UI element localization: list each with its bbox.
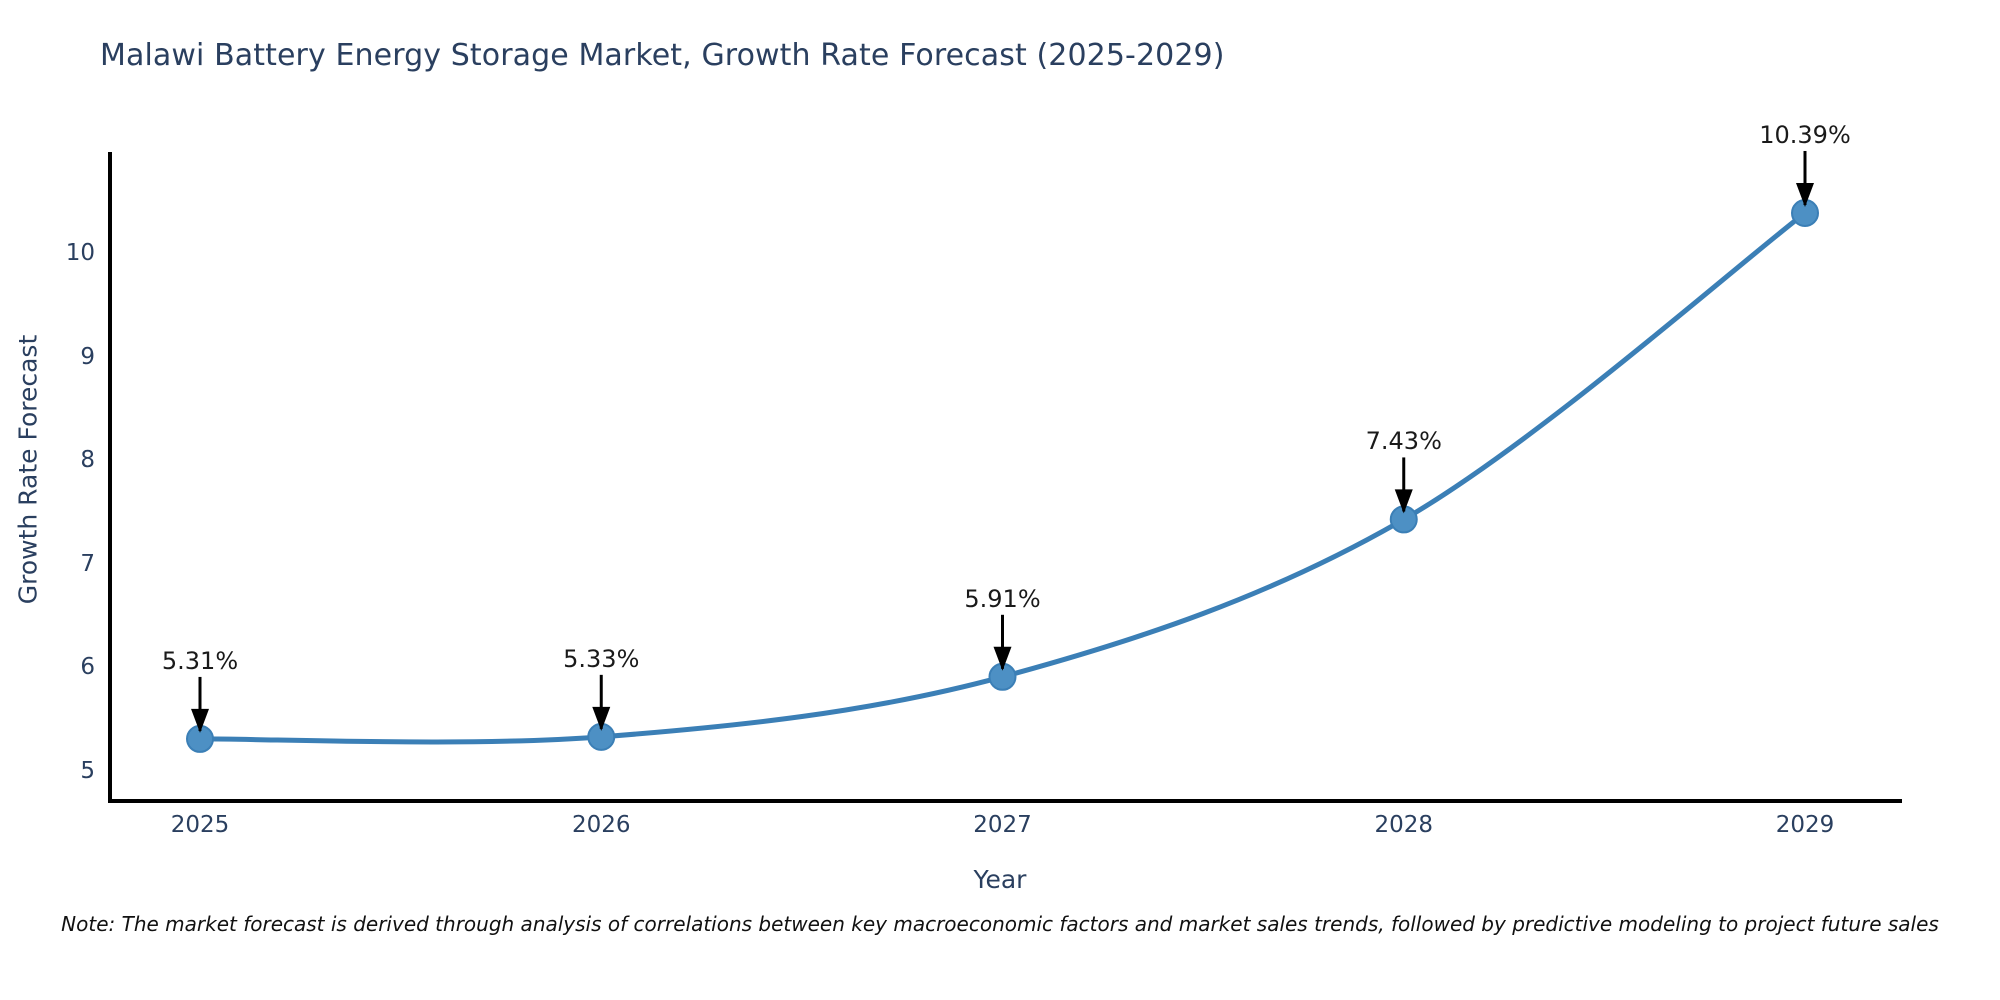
y-tick-label: 8 [80, 447, 95, 474]
annotation-arrow-head [1394, 489, 1413, 514]
y-axis-tick-labels: 5 6 7 8 9 10 [0, 0, 95, 1000]
x-tick-label: 2027 [973, 812, 1032, 838]
data-point-marker[interactable] [186, 724, 214, 753]
annotation-arrow-head [191, 708, 209, 733]
annotation-arrow-head [592, 706, 611, 731]
x-axis-title: Year [973, 865, 1027, 894]
y-tick-label: 10 [65, 240, 95, 267]
data-point-marker[interactable] [1791, 198, 1819, 227]
data-point-marker[interactable] [988, 662, 1017, 691]
data-point-label: 5.91% [964, 584, 1041, 613]
y-tick-label: 6 [80, 654, 95, 681]
y-tick-label: 9 [80, 343, 95, 370]
x-tick-label: 2026 [571, 812, 631, 838]
y-axis-spine [108, 152, 112, 803]
data-point-marker[interactable] [587, 722, 616, 751]
chart-footnote: Note: The market forecast is derived thr… [61, 912, 1939, 936]
chart-title: Malawi Battery Energy Storage Market, Gr… [100, 38, 1225, 73]
x-tick-label: 2029 [1775, 812, 1835, 838]
data-point-marker[interactable] [1389, 505, 1418, 534]
data-point-label: 5.33% [563, 644, 640, 673]
data-point-label: 7.43% [1365, 427, 1442, 456]
x-tick-label: 2025 [170, 812, 230, 838]
y-tick-label: 5 [80, 758, 95, 784]
x-axis-spine [108, 799, 1902, 803]
data-point-label: 10.39% [1759, 120, 1851, 149]
series-line [197, 210, 1808, 745]
annotation-arrow-head [993, 646, 1012, 671]
y-tick-label: 7 [80, 550, 95, 577]
series-markers [186, 198, 1819, 753]
x-tick-label: 2028 [1374, 812, 1434, 838]
annotation-arrow-head [1796, 182, 1814, 207]
annotation-arrows [191, 150, 1814, 733]
data-point-label: 5.31% [161, 646, 239, 675]
